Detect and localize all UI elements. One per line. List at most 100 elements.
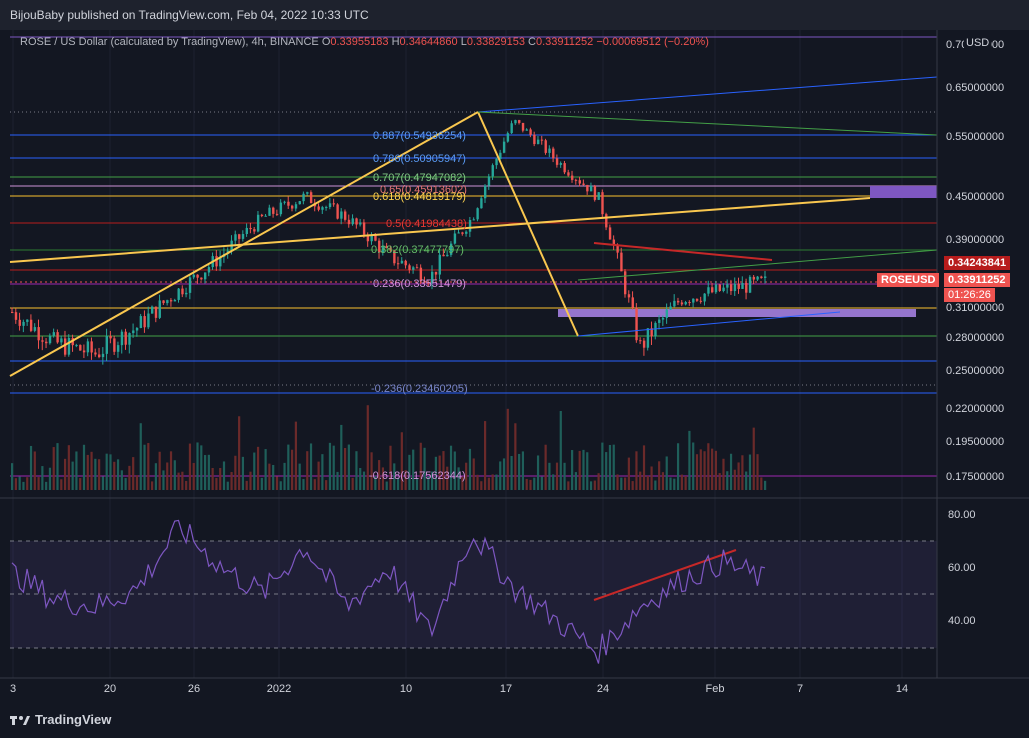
high-label: H xyxy=(391,36,400,48)
divergence-rsi-line xyxy=(593,549,737,601)
volume-bar xyxy=(378,460,381,490)
volume-bar xyxy=(510,456,513,490)
volume-bar xyxy=(676,443,680,490)
volume-bar xyxy=(211,468,214,490)
currency-label[interactable]: USD xyxy=(964,37,992,49)
volume-bar xyxy=(169,451,173,490)
price-tick: 0.45000000 xyxy=(946,191,1004,203)
volume-bar xyxy=(109,454,112,490)
volume-bar xyxy=(291,449,294,490)
candle-body xyxy=(673,300,676,307)
candle-body xyxy=(650,328,653,337)
support-zone xyxy=(558,309,916,317)
candle-body xyxy=(151,306,154,314)
volume-bar xyxy=(272,464,275,490)
volume-bar xyxy=(442,451,445,490)
volume-bar xyxy=(635,451,638,490)
candle-body xyxy=(37,327,40,341)
volume-bar xyxy=(298,463,301,490)
volume-bar xyxy=(665,456,668,490)
volume-bar xyxy=(381,467,385,490)
volume-bar xyxy=(105,453,108,490)
volume-bar xyxy=(480,481,483,490)
volume-bar xyxy=(52,447,55,490)
volume-bar xyxy=(26,477,29,490)
volume-bar xyxy=(215,477,218,490)
candle-body xyxy=(665,309,669,318)
candle-body xyxy=(449,243,453,255)
volume-bar xyxy=(737,462,740,490)
candle-body xyxy=(101,353,105,358)
candle-body xyxy=(154,306,158,318)
candle-body xyxy=(396,263,400,265)
volume-bar xyxy=(699,449,702,490)
footer-brand[interactable]: TradingView xyxy=(10,712,111,727)
volume-bar xyxy=(162,470,165,490)
volume-bar xyxy=(226,481,229,490)
candle-body xyxy=(60,338,63,343)
high-price-tag: 0.34243841 xyxy=(944,256,1011,270)
price-tick: 0.39000000 xyxy=(946,234,1004,246)
candle-body xyxy=(480,198,483,209)
candle-body xyxy=(389,247,392,251)
candle-body xyxy=(506,133,510,142)
candle-body xyxy=(404,260,407,266)
candle-body xyxy=(359,222,362,225)
volume-bar xyxy=(536,455,540,490)
candle-body xyxy=(370,235,373,242)
volume-bar xyxy=(722,458,725,490)
volume-bar xyxy=(116,459,120,490)
volume-bar xyxy=(45,481,48,490)
volume-bar xyxy=(325,480,328,490)
time-tick: 14 xyxy=(896,683,908,695)
volume-bar xyxy=(203,455,207,490)
price-candles xyxy=(11,119,767,365)
candle-body xyxy=(699,300,703,302)
candle-body xyxy=(574,179,578,181)
volume-bar xyxy=(71,461,74,490)
volume-bar xyxy=(48,467,52,490)
fib-label: 0.707(0.47947082) xyxy=(373,172,466,184)
candle-body xyxy=(676,300,680,303)
candle-body xyxy=(169,300,173,302)
volume-bar xyxy=(620,477,623,490)
candle-body xyxy=(249,227,252,230)
volume-bar xyxy=(306,451,309,490)
volume-bar xyxy=(33,451,36,490)
volume-bar xyxy=(574,472,578,490)
volume-bar xyxy=(309,443,313,490)
channel-mid-green xyxy=(577,249,938,281)
time-axis[interactable]: 3 20 26 2022 10 17 24 Feb 7 14 xyxy=(10,683,908,695)
volume-bar xyxy=(317,461,320,490)
candle-body xyxy=(393,250,396,264)
candle-body xyxy=(525,129,529,131)
candle-body xyxy=(215,256,218,267)
open-label: O xyxy=(321,36,331,48)
volume-bar xyxy=(525,478,528,490)
rsi-axis[interactable]: 80.00 60.00 40.00 xyxy=(948,509,976,627)
volume-bar xyxy=(521,451,525,490)
volume-bar xyxy=(661,472,665,490)
volume-bar xyxy=(268,463,271,490)
candle-body xyxy=(491,165,494,177)
volume-bar xyxy=(518,453,521,490)
candle-body xyxy=(143,316,146,328)
candle-body xyxy=(75,345,78,347)
candle-body xyxy=(431,271,434,284)
candle-body xyxy=(472,219,476,221)
rsi-tick: 60.00 xyxy=(948,562,976,574)
volume-bar xyxy=(586,452,589,490)
volume-bar xyxy=(741,455,744,490)
volume-bar xyxy=(423,447,426,490)
volume-bar xyxy=(544,444,547,490)
fib-label: 0.786(0.50905947) xyxy=(373,153,466,165)
volume-bar xyxy=(506,408,509,490)
volume-bar xyxy=(729,453,733,490)
open-value: 0.33955183 xyxy=(330,36,389,48)
candle-body xyxy=(306,192,309,194)
time-tick: 20 xyxy=(104,683,116,695)
volume-bar xyxy=(714,450,718,490)
volume-bar xyxy=(332,445,335,490)
volume-bar xyxy=(658,461,661,490)
